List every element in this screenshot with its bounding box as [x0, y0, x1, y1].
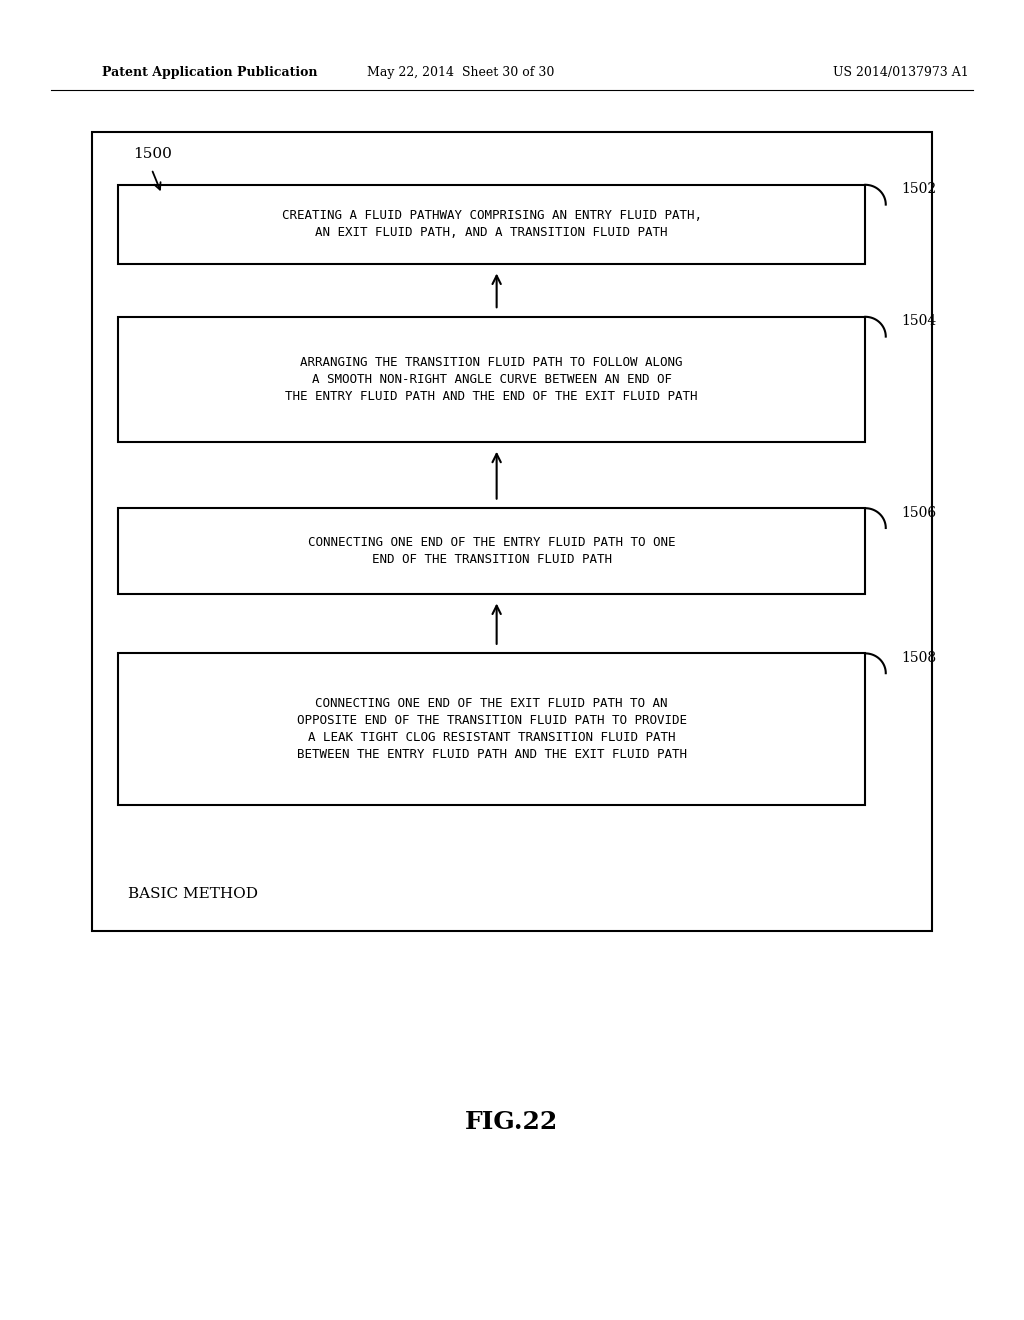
- Text: CREATING A FLUID PATHWAY COMPRISING AN ENTRY FLUID PATH,
AN EXIT FLUID PATH, AND: CREATING A FLUID PATHWAY COMPRISING AN E…: [282, 210, 701, 239]
- Bar: [118, 317, 865, 442]
- Text: 1506: 1506: [901, 506, 936, 520]
- Text: FIG.22: FIG.22: [465, 1110, 559, 1134]
- Text: 1500: 1500: [133, 147, 172, 161]
- Text: BASIC METHOD: BASIC METHOD: [128, 887, 258, 900]
- Text: ARRANGING THE TRANSITION FLUID PATH TO FOLLOW ALONG
A SMOOTH NON-RIGHT ANGLE CUR: ARRANGING THE TRANSITION FLUID PATH TO F…: [286, 356, 697, 403]
- Text: 1508: 1508: [901, 651, 936, 665]
- Text: CONNECTING ONE END OF THE EXIT FLUID PATH TO AN
OPPOSITE END OF THE TRANSITION F: CONNECTING ONE END OF THE EXIT FLUID PAT…: [297, 697, 686, 762]
- Bar: [118, 653, 865, 805]
- Bar: [118, 508, 865, 594]
- Bar: [92, 132, 932, 931]
- Text: 1502: 1502: [901, 182, 936, 197]
- Text: Patent Application Publication: Patent Application Publication: [102, 66, 317, 79]
- Text: US 2014/0137973 A1: US 2014/0137973 A1: [834, 66, 969, 79]
- Bar: [118, 185, 865, 264]
- Text: 1504: 1504: [901, 314, 936, 329]
- Text: May 22, 2014  Sheet 30 of 30: May 22, 2014 Sheet 30 of 30: [368, 66, 554, 79]
- Text: CONNECTING ONE END OF THE ENTRY FLUID PATH TO ONE
END OF THE TRANSITION FLUID PA: CONNECTING ONE END OF THE ENTRY FLUID PA…: [308, 536, 675, 566]
